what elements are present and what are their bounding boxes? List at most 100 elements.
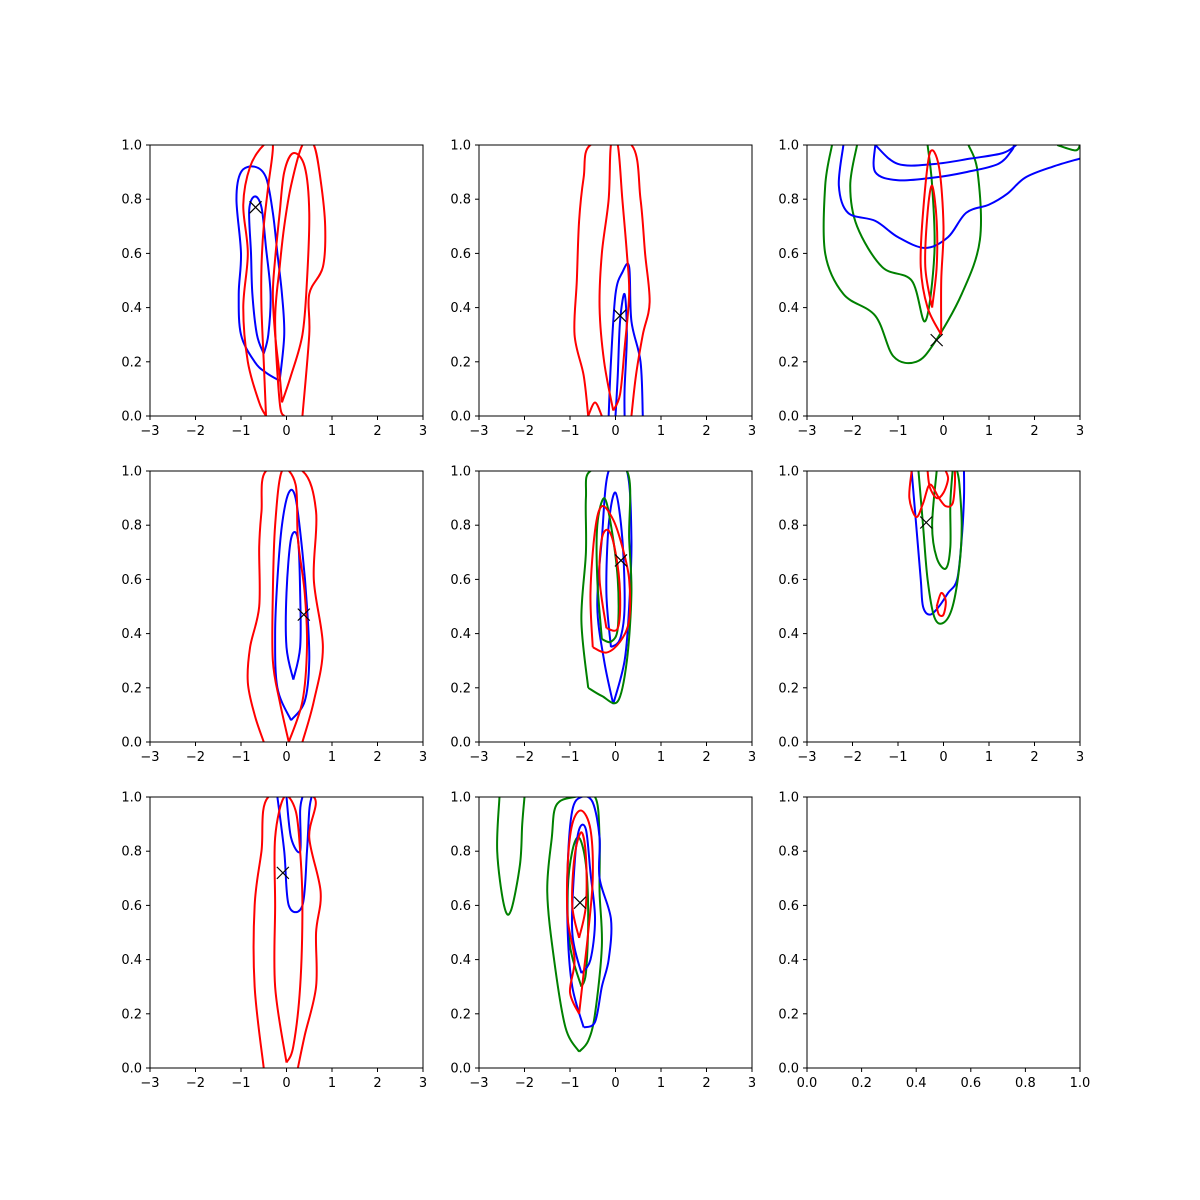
plot-area [252,797,322,1068]
y-tick-label: 0.6 [778,573,799,588]
contour-line-1 [276,797,313,914]
x-tick-label: −3 [469,750,488,765]
x-tick-label: 0 [939,424,947,439]
contour-line-1 [496,797,526,916]
contour-line-6 [837,145,1080,249]
axes-frame [149,796,424,1069]
x-tick-label: −2 [843,750,862,765]
subplot-7: −3 −2 −1 0 1 2 3 0.0 0.2 0.4 0.6 0.8 1.0 [121,791,427,1092]
x-marker [276,866,290,880]
x-tick-label: −3 [140,750,159,765]
y-tick-label: 0.8 [778,519,799,534]
y-tick-label: 0.4 [778,627,799,642]
x-tick-label: 1 [328,424,336,439]
axes-frame [478,796,753,1069]
x-tick-label: −1 [560,424,579,439]
x-tick-label: −2 [843,424,862,439]
y-tick-label: 0.2 [121,355,142,370]
y-tick-label: 0.4 [450,953,471,968]
y-tick-label: 0.2 [450,681,471,696]
contour-line-4 [273,797,304,1064]
x-tick-label: −1 [888,424,907,439]
contour-line-4 [595,497,620,644]
x-tick-label: 2 [373,1076,381,1091]
y-tick-label: 1.0 [450,139,471,154]
contour-line-3 [580,471,633,705]
contour-line-4 [874,145,1017,167]
x-tick-label: 0.4 [906,1076,927,1091]
x-tick-label: 0 [611,424,619,439]
x-marker [930,333,944,347]
contour-line-3 [246,471,324,742]
x-tick-label: −3 [469,424,488,439]
contour-line-3 [252,797,322,1068]
y-tick-label: 0.2 [778,355,799,370]
contour-line-3 [1056,145,1080,152]
subplot-1: −3 −2 −1 0 1 2 3 0.0 0.2 0.4 0.6 0.8 1.0 [121,139,427,440]
x-tick-label: 3 [748,1076,756,1091]
y-tick-label: 0.6 [450,899,471,914]
x-tick-label: 0 [282,1076,290,1091]
subplot-5: −3 −2 −1 0 1 2 3 0.0 0.2 0.4 0.6 0.8 1.0 [450,465,756,766]
contour-line-1 [235,165,286,382]
contour-line-2 [849,145,936,323]
y-tick-label: 0.2 [121,681,142,696]
contour-line-4 [566,797,613,1029]
x-tick-label: −2 [515,424,534,439]
y-tick-label: 1.0 [121,139,142,154]
x-tick-label: −3 [140,424,159,439]
contour-line-3 [573,145,651,416]
x-tick-label: 0 [282,750,290,765]
contour-line-5 [587,401,603,416]
y-tick-label: 0.0 [121,410,142,425]
y-tick-label: 0.8 [121,519,142,534]
subplot-3: −3 −2 −1 0 1 2 3 0.0 0.2 0.4 0.6 0.8 1.0 [778,139,1084,440]
contour-line-2 [248,195,272,355]
y-tick-label: 0.2 [450,355,471,370]
x-tick-label: 2 [702,424,710,439]
y-tick-label: 0.0 [778,736,799,751]
x-tick-label: −2 [515,1076,534,1091]
subplot-4: −3 −2 −1 0 1 2 3 0.0 0.2 0.4 0.6 0.8 1.0 [121,465,427,766]
y-tick-label: 0.0 [121,1062,142,1077]
contour-line-5 [872,145,1015,182]
x-tick-label: 3 [748,424,756,439]
y-tick-label: 1.0 [121,465,142,480]
y-tick-label: 0.8 [450,193,471,208]
contour-line-1 [596,471,633,705]
y-tick-label: 0.8 [121,193,142,208]
y-tick-label: 0.4 [778,301,799,316]
y-tick-label: 0.2 [121,1007,142,1022]
x-tick-label: 3 [1076,424,1084,439]
x-tick-label: −3 [140,1076,159,1091]
contour-line-4 [242,145,274,416]
x-tick-label: 3 [419,1076,427,1091]
axes-frame [149,144,424,417]
x-tick-label: 0.0 [797,1076,818,1091]
x-tick-label: 2 [702,750,710,765]
x-tick-label: −2 [186,750,205,765]
x-tick-label: −1 [231,1076,250,1091]
y-tick-label: 0.4 [450,301,471,316]
x-tick-label: 3 [419,750,427,765]
x-tick-label: −3 [797,750,816,765]
contour-line-2 [917,471,963,625]
y-tick-label: 0.0 [778,410,799,425]
x-tick-label: 1 [985,424,993,439]
x-tick-label: 2 [1030,424,1038,439]
contour-line-5 [589,505,632,654]
axes-frame [806,796,1081,1069]
contour-line-5 [926,471,950,500]
contour-line-4 [908,471,957,519]
x-tick-label: 1.0 [1070,1076,1091,1091]
contour-line-2 [284,530,302,680]
subplot-8: −3 −2 −1 0 1 2 3 0.0 0.2 0.4 0.6 0.8 1.0 [450,791,756,1092]
contour-line-4 [598,145,631,412]
contour-line-5 [271,152,311,403]
x-tick-label: 0.6 [960,1076,981,1091]
x-tick-label: −1 [560,1076,579,1091]
x-marker [573,896,587,910]
plot-area [580,471,633,705]
x-tick-label: 1 [657,424,665,439]
x-tick-label: −1 [888,750,907,765]
